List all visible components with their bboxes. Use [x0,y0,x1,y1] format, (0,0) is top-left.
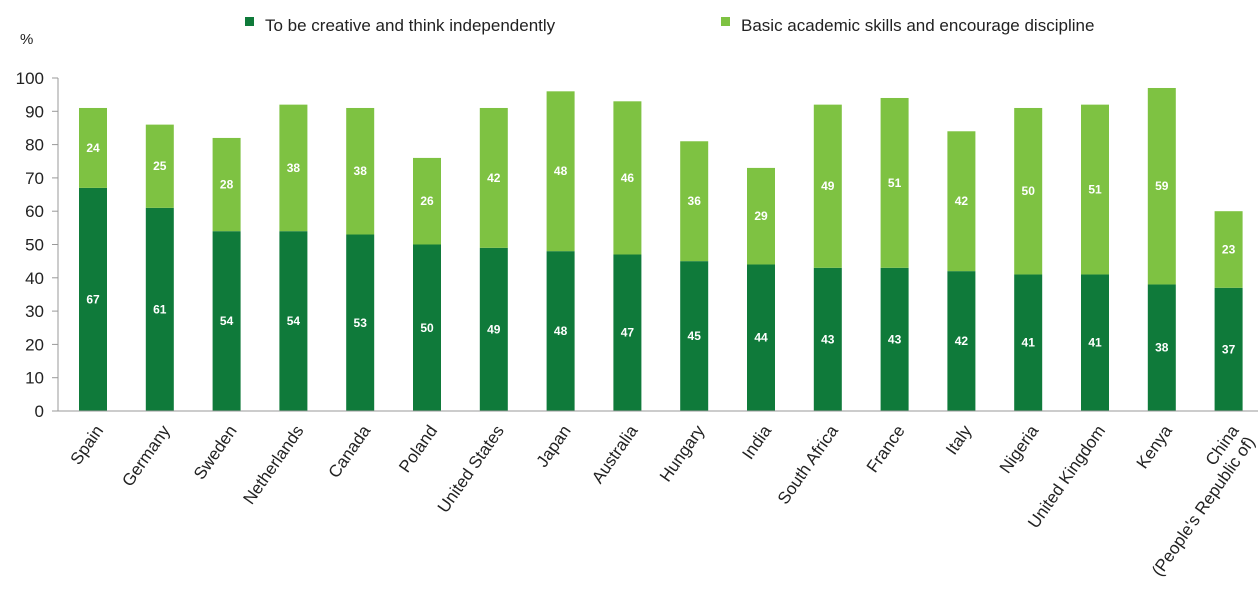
data-label: 54 [287,314,301,328]
x-tick-label-line: Kenya [1133,421,1177,472]
x-tick-label: Kenya [1133,421,1177,472]
data-label: 25 [153,159,167,173]
y-tick-label: 0 [35,402,44,421]
x-tick-label-line: India [738,421,775,463]
x-tick-label: United States [434,422,508,517]
x-tick-label-line: Hungary [656,421,709,485]
x-tick-label: Spain [67,422,108,469]
x-tick-label: Sweden [190,422,241,483]
data-label: 24 [86,141,100,155]
y-tick-label: 10 [25,369,44,388]
data-label: 36 [688,194,702,208]
legend-label-1: Basic academic skills and encourage disc… [741,16,1094,35]
data-label: 43 [888,332,902,346]
data-label: 37 [1222,342,1236,356]
x-tick-label-line: France [863,422,909,476]
data-label: 41 [1022,336,1036,350]
y-tick-label: 90 [25,102,44,121]
data-label: 59 [1155,179,1169,193]
data-label: 42 [955,334,969,348]
data-label: 67 [86,292,100,306]
x-tick-label-line: Sweden [190,422,241,483]
x-tick-label: Italy [942,421,976,458]
bars: 67 24 61 25 54 28 54 38 53 38 50 26 49 42 48 48 47 46 45 36… [79,88,1243,411]
x-tick-label: Hungary [656,421,709,485]
legend-swatch-1 [721,17,730,26]
x-tick-label: Germany [118,421,174,490]
x-tick-label-line: Nigeria [996,421,1043,476]
x-tick-label-line: Spain [67,422,108,469]
data-label: 29 [754,209,768,223]
data-label: 44 [754,331,768,345]
data-label: 50 [1022,184,1036,198]
x-tick-label-line: Poland [395,422,441,476]
x-tick-label: Netherlands [239,422,307,508]
y-tick-label: 30 [25,302,44,321]
y-axis: 0 10 20 30 40 50 60 70 80 90 100 [16,69,58,421]
data-label: 38 [1155,341,1169,355]
data-label: 38 [354,164,368,178]
data-label: 48 [554,324,568,338]
data-label: 51 [888,176,902,190]
data-label: 45 [688,329,702,343]
x-tick-label: Australia [588,421,642,487]
data-label: 28 [220,178,234,192]
x-tick-label-line: South Africa [774,421,842,507]
data-label: 41 [1088,336,1102,350]
data-label: 49 [821,179,835,193]
x-tick-label-line: Netherlands [239,422,307,508]
x-tick-label: Japan [533,422,575,471]
data-label: 53 [354,316,368,330]
x-tick-label: Canada [325,421,375,481]
legend-label-0: To be creative and think independently [265,16,556,35]
x-tick-label: Poland [395,422,441,476]
x-tick-label: France [863,422,909,476]
x-tick-label-line: Canada [325,421,375,481]
data-label: 46 [621,171,635,185]
data-label: 43 [821,332,835,346]
x-tick-label: Nigeria [996,421,1043,476]
data-label: 61 [153,302,167,316]
y-tick-label: 40 [25,269,44,288]
data-label: 23 [1222,242,1236,256]
legend: To be creative and think independently Ba… [245,16,1094,35]
y-tick-label: 70 [25,169,44,188]
y-axis-unit-label: % [20,31,33,48]
data-label: 51 [1088,183,1102,197]
data-label: 47 [621,326,635,340]
y-tick-label: 50 [25,236,44,255]
legend-swatch-0 [245,17,254,26]
x-tick-label-line: Italy [942,421,976,458]
data-label: 49 [487,322,501,336]
data-label: 54 [220,314,234,328]
data-label: 38 [287,161,301,175]
data-label: 26 [420,194,434,208]
y-tick-label: 60 [25,202,44,221]
x-tick-label: India [738,421,775,463]
x-tick-label-line: Australia [588,421,642,487]
x-tick-label: South Africa [774,421,842,507]
x-tick-label-line: Japan [533,422,575,471]
data-label: 42 [955,194,969,208]
data-label: 42 [487,171,501,185]
data-label: 50 [420,321,434,335]
x-tick-label-line: United States [434,422,508,517]
y-tick-label: 100 [16,69,44,88]
x-tick-label-line: Germany [118,421,174,490]
y-tick-label: 80 [25,136,44,155]
data-label: 48 [554,164,568,178]
y-tick-label: 20 [25,335,44,354]
